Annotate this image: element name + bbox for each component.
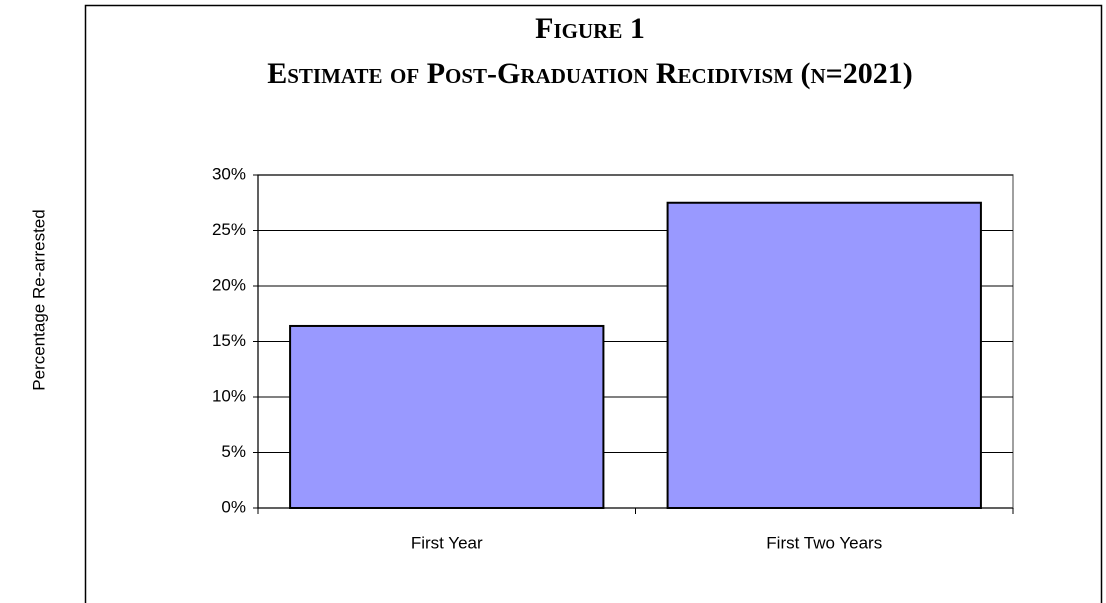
chart-frame [84, 4, 1103, 603]
y-tick-label: 30% [212, 164, 246, 183]
x-tick-label: First Two Years [766, 533, 882, 552]
bar [289, 324, 605, 509]
y-tick-label: 0% [221, 497, 246, 516]
x-tick-label: First Year [411, 533, 483, 552]
y-tick-label: 15% [212, 331, 246, 350]
y-tick-label: 25% [212, 220, 246, 239]
y-axis-label: Percentage Re-arrested [29, 209, 48, 390]
bar [666, 201, 982, 509]
chart-subtitle: Estimate of Post-Graduation Recidivism (… [267, 57, 913, 90]
y-tick-label: 5% [221, 442, 246, 461]
y-tick-label: 20% [212, 275, 246, 294]
y-tick-label: 10% [212, 386, 246, 405]
chart-title: Figure 1 [535, 12, 645, 45]
